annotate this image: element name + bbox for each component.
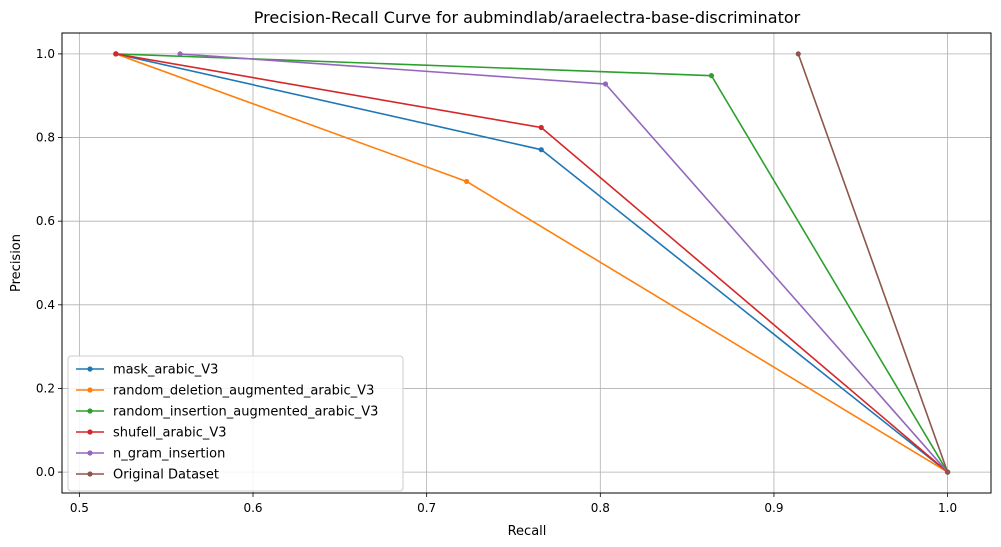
data-point — [944, 469, 951, 475]
series-lines — [113, 51, 951, 475]
y-tick-label: 0.8 — [36, 131, 55, 145]
legend-entry: random_deletion_augmented_arabic_V3 — [113, 384, 374, 399]
x-tick-label: 0.7 — [417, 501, 436, 515]
legend-entry: random_insertion_augmented_arabic_V3 — [113, 405, 378, 420]
legend-swatch-marker — [87, 387, 93, 393]
data-point — [463, 178, 470, 185]
x-tick-label: 0.8 — [591, 501, 610, 515]
data-point — [538, 124, 544, 131]
data-point — [538, 147, 544, 153]
y-tick-label: 0.6 — [36, 214, 55, 228]
data-point — [177, 51, 183, 57]
axis-ticks: 0.5 0.6 0.7 0.8 0.9 1.0 0.0 0.2 0.4 0.6 0.8 1.0 — [36, 47, 957, 515]
x-tick-label: 0.9 — [764, 501, 783, 515]
y-tick-label: 1.0 — [36, 47, 55, 61]
legend-box — [67, 355, 404, 492]
legend-swatch-marker — [87, 408, 93, 414]
x-axis-title: Recall — [508, 524, 547, 539]
legend-swatch-marker — [87, 429, 93, 435]
legend-swatch-marker — [87, 450, 93, 456]
y-axis-title: Precision — [9, 234, 24, 292]
x-tick-label: 0.6 — [243, 501, 262, 515]
legend-entry: mask_arabic_V3 — [113, 363, 218, 378]
series-5 — [795, 51, 951, 475]
legend-entry: shufell_arabic_V3 — [113, 426, 227, 441]
data-point — [113, 51, 119, 57]
data-point — [795, 51, 801, 57]
legend-swatch-marker — [87, 366, 93, 372]
x-tick-label: 1.0 — [938, 501, 957, 515]
legend-swatch-marker — [87, 471, 93, 477]
y-tick-label: 0.2 — [36, 381, 55, 395]
legend: mask_arabic_V3 random_deletion_augmented_… — [67, 355, 404, 492]
data-point — [602, 81, 609, 87]
chart-title: Precision-Recall Curve for aubmindlab/ar… — [254, 8, 801, 27]
plot-frame — [61, 32, 992, 494]
legend-entry: n_gram_insertion — [113, 447, 225, 462]
series-line — [797, 53, 949, 473]
legend-entry: Original Dataset — [113, 468, 219, 483]
x-tick-label: 0.5 — [70, 501, 89, 515]
y-tick-label: 0.4 — [36, 298, 55, 312]
data-point — [708, 73, 715, 79]
y-tick-label: 0.0 — [36, 465, 55, 479]
